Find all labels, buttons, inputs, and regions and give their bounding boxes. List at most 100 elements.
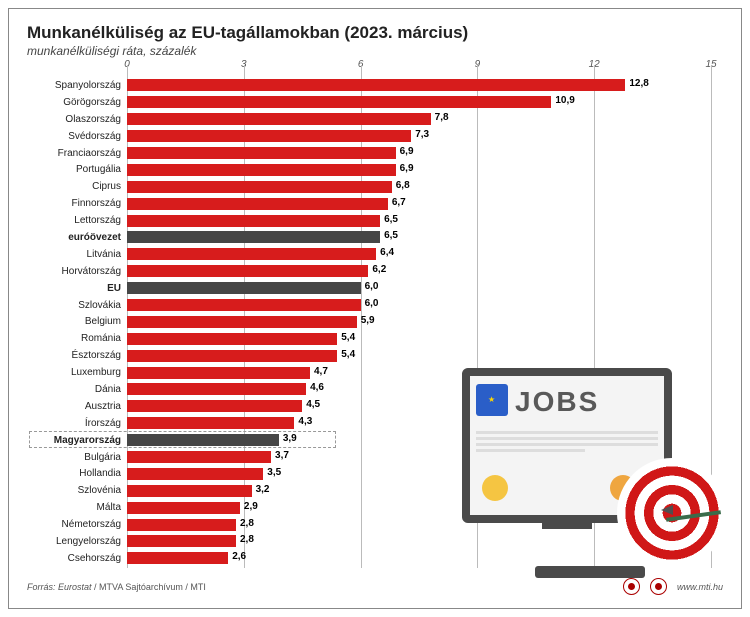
arrow-tip-icon	[661, 505, 673, 515]
bar-container: 6,2	[127, 265, 711, 277]
bar-container: 6,9	[127, 164, 711, 176]
bar-row: Belgium5,9	[27, 313, 711, 330]
bar-label: Málta	[27, 502, 127, 513]
bar-value: 6,5	[380, 230, 398, 241]
bar-value: 3,5	[263, 467, 281, 478]
bar	[127, 535, 236, 547]
bar-container: 6,8	[127, 181, 711, 193]
bar-value: 6,0	[361, 281, 379, 292]
bar-label: Svédország	[27, 131, 127, 142]
bar-container: 7,8	[127, 113, 711, 125]
bar	[127, 282, 361, 294]
eu-flag-icon	[476, 384, 508, 416]
bar-container: 6,5	[127, 231, 711, 243]
bar-value: 6,7	[388, 197, 406, 208]
bar-value: 7,8	[431, 112, 449, 123]
bar-value: 2,6	[228, 551, 246, 562]
bar	[127, 147, 396, 159]
bar	[127, 299, 361, 311]
bar-value: 6,0	[361, 298, 379, 309]
bar-value: 7,3	[411, 129, 429, 140]
bar-label: Olaszország	[27, 114, 127, 125]
x-axis-labels: 03691215	[127, 59, 711, 71]
bar-container: 5,4	[127, 350, 711, 362]
bar	[127, 350, 337, 362]
illustration: JOBS	[462, 368, 717, 568]
bar-value: 4,3	[294, 416, 312, 427]
lightbulb-icon	[482, 475, 508, 501]
bar-label: Szlovákia	[27, 300, 127, 311]
bar-container: 6,0	[127, 299, 711, 311]
bar	[127, 79, 625, 91]
bar-container: 6,4	[127, 248, 711, 260]
bar-container: 12,8	[127, 79, 711, 91]
bar-label: Szlovénia	[27, 485, 127, 496]
bar-label: Lengyelország	[27, 536, 127, 547]
bar	[127, 552, 228, 564]
bar-container: 6,9	[127, 147, 711, 159]
bar	[127, 316, 357, 328]
bar-row: Finnország 6,7	[27, 195, 711, 212]
bar-value: 6,9	[396, 146, 414, 157]
bar	[127, 485, 252, 497]
bar	[127, 113, 431, 125]
bar	[127, 502, 240, 514]
bar-label: Észtország	[27, 350, 127, 361]
bar	[127, 519, 236, 531]
bar-row: euróövezet 6,5	[27, 229, 711, 246]
bar-label: Hollandia	[27, 468, 127, 479]
bar-row: Románia5,4	[27, 330, 711, 347]
bar-row: Ciprus6,8	[27, 178, 711, 195]
bar	[127, 198, 388, 210]
bar-value: 5,4	[337, 332, 355, 343]
bar-row: Észtország5,4	[27, 347, 711, 364]
bar-container: 6,0	[127, 282, 711, 294]
bar-container: 6,7	[127, 198, 711, 210]
bar	[127, 367, 310, 379]
bar-label: euróövezet	[27, 232, 127, 243]
bar-row: EU 6,0	[27, 280, 711, 297]
bar-value: 6,9	[396, 163, 414, 174]
bar-value: 2,8	[236, 534, 254, 545]
bar-value: 6,8	[392, 180, 410, 191]
bar	[127, 96, 551, 108]
bar-container: 7,3	[127, 130, 711, 142]
bar-row: Portugália6,9	[27, 161, 711, 178]
bar	[127, 451, 271, 463]
bar-label: Litvánia	[27, 249, 127, 260]
bar-label: EU	[27, 283, 127, 294]
bar	[127, 231, 380, 243]
bar-container: 5,9	[127, 316, 711, 328]
bar-label: Finnország	[27, 198, 127, 209]
bar-label: Magyarország	[27, 435, 127, 446]
source-rest: / MTVA Sajtóarchívum / MTI	[92, 582, 206, 592]
chart-title: Munkanélküliség az EU-tagállamokban (202…	[27, 23, 468, 43]
bar-value: 3,2	[252, 484, 270, 495]
chart-subtitle: munkanélküliségi ráta, százalék	[27, 44, 196, 58]
bar-label: Csehország	[27, 553, 127, 564]
bar-row: Olaszország 7,8	[27, 111, 711, 128]
mti-logo-icon	[623, 578, 640, 595]
bar	[127, 468, 263, 480]
bar-value: 3,7	[271, 450, 289, 461]
bar-row: Lettország6,5	[27, 212, 711, 229]
bar	[127, 181, 392, 193]
bar-value: 2,9	[240, 501, 258, 512]
bar-container: 5,4	[127, 333, 711, 345]
bar	[127, 383, 306, 395]
bar	[127, 215, 380, 227]
bar-value: 12,8	[625, 78, 648, 89]
bar-label: Írország	[27, 418, 127, 429]
bar-container: 6,5	[127, 215, 711, 227]
jobs-text: JOBS	[515, 386, 599, 418]
bar-label: Németország	[27, 519, 127, 530]
bar	[127, 248, 376, 260]
bar-value: 6,2	[368, 264, 386, 275]
bar	[127, 130, 411, 142]
bar-value: 4,7	[310, 366, 328, 377]
bar-label: Horvátország	[27, 266, 127, 277]
bar-label: Belgium	[27, 316, 127, 327]
bar-value: 6,5	[380, 214, 398, 225]
bar-row: Litvánia6,4	[27, 246, 711, 263]
bar	[127, 164, 396, 176]
